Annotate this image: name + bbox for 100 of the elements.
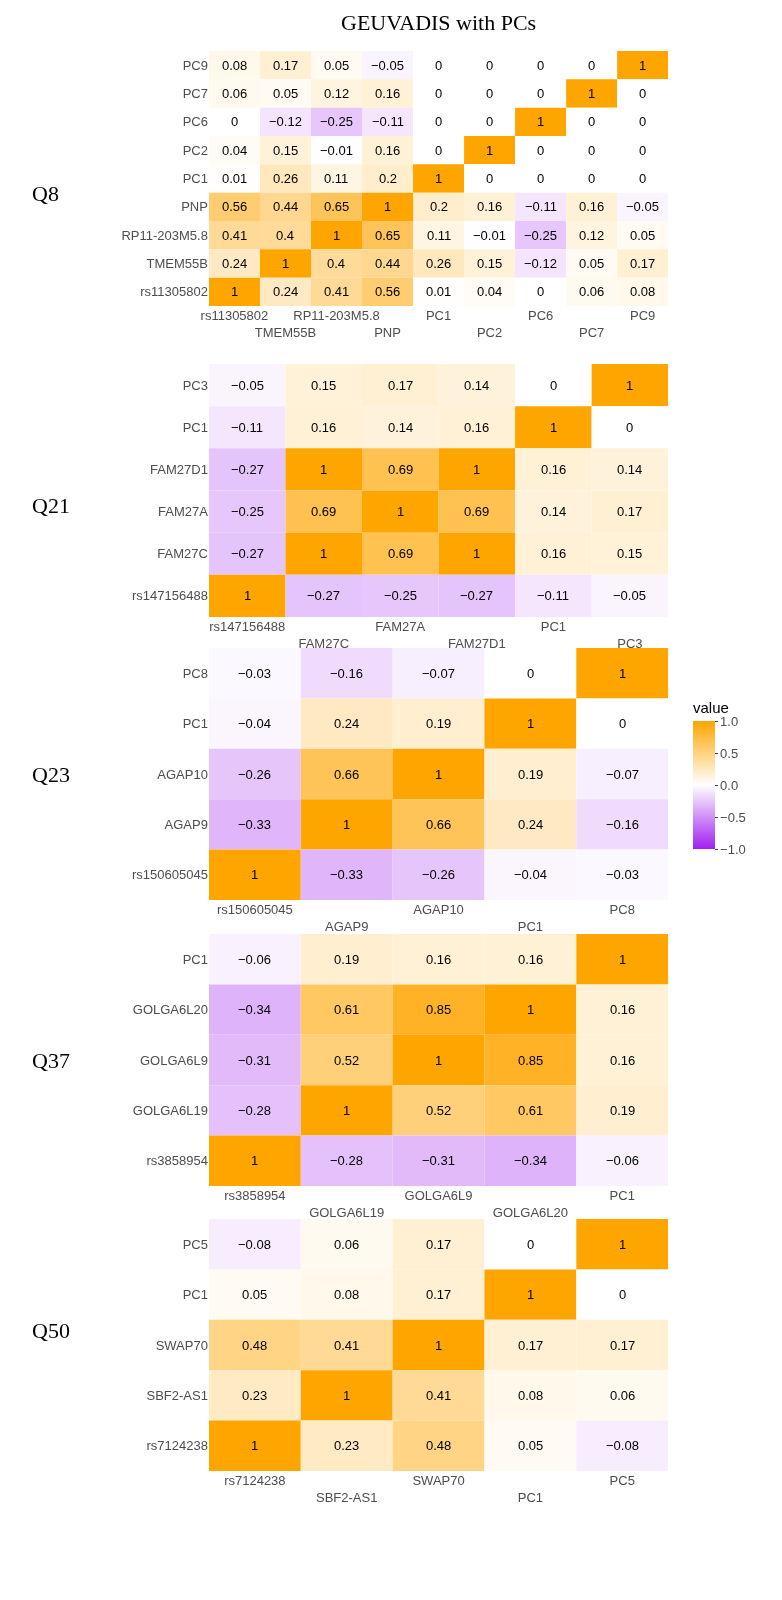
y-tick-label: rs11305802 — [140, 284, 208, 300]
data-label: 1 — [435, 1053, 443, 1068]
data-label: 0.17 — [630, 256, 656, 271]
data-label: −0.27 — [231, 546, 264, 561]
x-tick-label: AGAP10 — [413, 902, 464, 917]
y-tick-label: SWAP70 — [155, 1337, 208, 1353]
y-tick-label: PC1 — [182, 171, 208, 187]
data-label: 0.23 — [242, 1388, 268, 1403]
data-label: 0.14 — [388, 420, 414, 435]
data-label: −0.25 — [320, 114, 353, 129]
data-label: −0.08 — [238, 1237, 271, 1252]
data-label: 0.05 — [273, 86, 299, 101]
data-label: 0 — [435, 86, 443, 101]
data-label: 0.41 — [426, 1388, 452, 1403]
data-label: 0.85 — [426, 1002, 452, 1017]
data-label: 0.48 — [426, 1438, 452, 1453]
chart-title: GEUVADIS with PCs — [341, 10, 537, 35]
y-tick-label: PC1 — [182, 716, 208, 732]
x-tick-label: FAM27A — [375, 619, 426, 634]
data-label: 1 — [397, 504, 405, 519]
y-tick-label: FAM27D1 — [150, 461, 208, 477]
data-label: 0.06 — [222, 86, 248, 101]
data-label: 0.16 — [541, 462, 567, 477]
data-label: 0.56 — [222, 199, 248, 214]
x-tick-label: rs147156488 — [209, 619, 286, 634]
data-label: 1 — [343, 1388, 351, 1403]
data-label: 0.19 — [518, 767, 544, 782]
data-label: 0 — [486, 114, 494, 129]
data-label: 0.17 — [610, 1338, 636, 1353]
data-label: 0.2 — [430, 199, 449, 214]
data-label: 0.16 — [541, 546, 567, 561]
data-label: 0.41 — [222, 228, 248, 243]
data-label: 0.24 — [222, 256, 248, 271]
data-label: 0.05 — [630, 228, 656, 243]
data-label: 0.16 — [464, 420, 490, 435]
data-label: 0.05 — [518, 1438, 544, 1453]
data-label: 0 — [588, 114, 596, 129]
x-tick-label: PC8 — [609, 902, 635, 917]
data-label: 0.06 — [610, 1388, 636, 1403]
data-label: 0.66 — [334, 767, 360, 782]
data-label: 0 — [550, 378, 558, 393]
data-label: −0.11 — [525, 199, 557, 214]
data-label: 0.01 — [222, 171, 248, 186]
y-tick-label: FAM27A — [158, 504, 209, 520]
data-label: 0.69 — [388, 462, 414, 477]
data-label: 0.12 — [579, 228, 605, 243]
data-label: 0.17 — [426, 1237, 452, 1252]
y-tick-label: PC1 — [182, 951, 208, 967]
data-label: −0.26 — [422, 867, 455, 882]
data-label: 0 — [626, 420, 634, 435]
x-tick-label: PNP — [374, 324, 401, 340]
data-label: 0.06 — [334, 1237, 360, 1252]
data-label: 0.14 — [617, 462, 643, 477]
data-label: 1 — [619, 1237, 627, 1252]
data-label: 0 — [435, 58, 443, 73]
x-tick-label: FAM27D1 — [447, 635, 506, 651]
x-tick-label: PC1 — [540, 619, 567, 634]
data-label: 0.44 — [273, 199, 299, 214]
data-label: 1 — [244, 588, 252, 603]
data-label: 0 — [527, 666, 535, 681]
data-label: 0 — [435, 143, 443, 158]
y-tick-label: rs7124238 — [146, 1438, 208, 1454]
y-tick-label: TMEM55B — [146, 256, 208, 272]
data-label: 0.41 — [334, 1338, 360, 1353]
data-label: 0.12 — [324, 86, 350, 101]
data-label: 0.04 — [477, 284, 503, 299]
y-tick-label: PC8 — [182, 665, 208, 681]
color-bar-label: −1.0 — [720, 841, 746, 857]
data-label: 0.69 — [311, 504, 337, 519]
data-label: −0.25 — [524, 228, 557, 243]
data-label: −0.33 — [238, 817, 271, 832]
y-axis-title: Q8 — [32, 181, 59, 206]
y-tick-label: rs147156488 — [132, 588, 208, 604]
data-label: −0.01 — [320, 143, 353, 158]
data-label: 1 — [626, 378, 634, 393]
data-label: −0.34 — [238, 1002, 271, 1017]
data-label: 1 — [435, 1338, 443, 1353]
data-label: 1 — [550, 420, 558, 435]
y-axis-title: Q23 — [32, 762, 70, 787]
data-label: 0.16 — [610, 1002, 636, 1017]
y-tick-label: PC6 — [182, 114, 208, 130]
data-label: −0.31 — [422, 1153, 455, 1168]
data-label: 0.05 — [579, 256, 605, 271]
data-label: −0.27 — [460, 588, 493, 603]
data-label: 0 — [537, 86, 545, 101]
data-label: 0.04 — [222, 143, 248, 158]
data-label: −0.12 — [524, 256, 557, 271]
data-label: 0.17 — [426, 1287, 452, 1302]
y-tick-label: AGAP9 — [164, 816, 208, 832]
data-label: 1 — [435, 171, 443, 186]
data-label: −0.05 — [231, 378, 264, 393]
y-tick-label: AGAP10 — [157, 766, 208, 782]
data-label: −0.07 — [606, 767, 639, 782]
data-label: 0 — [639, 86, 647, 101]
data-label: 0.65 — [324, 199, 350, 214]
data-label: 0.26 — [273, 171, 299, 186]
data-label: 0.17 — [273, 58, 299, 73]
y-tick-label: PC7 — [182, 86, 208, 102]
data-label: 0.41 — [324, 284, 350, 299]
data-label: 0 — [619, 1287, 627, 1302]
